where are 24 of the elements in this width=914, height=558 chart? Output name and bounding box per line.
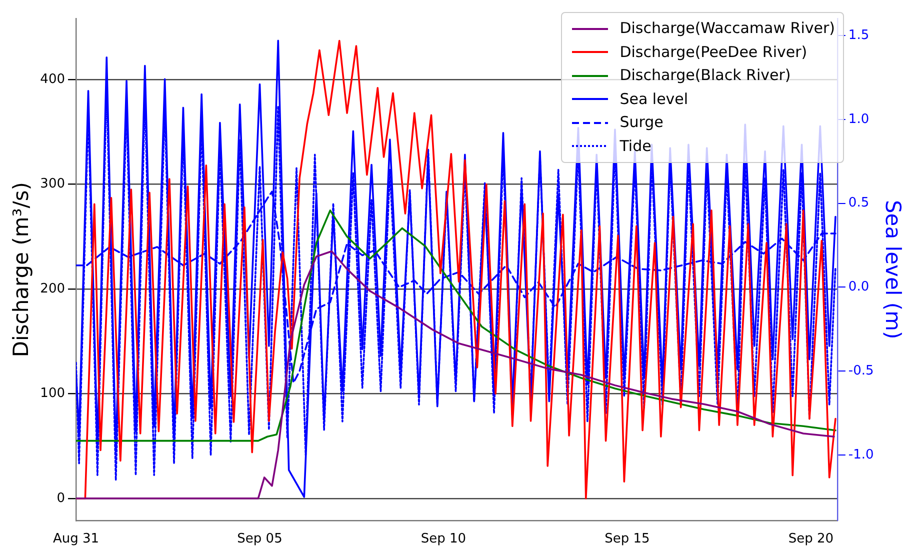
x-tick-label: Aug 31 <box>52 532 100 547</box>
y2-axis-title: Sea level (m) <box>880 200 905 340</box>
legend-label: Discharge(PeeDee River) <box>620 42 808 62</box>
legend-label: Discharge(Waccamaw River) <box>620 18 835 39</box>
legend-label: Sea level <box>620 88 688 110</box>
y-tick-label: 0 <box>56 490 66 506</box>
x-tick-label: Sep 05 <box>237 532 282 547</box>
legend-label: Discharge(Black River) <box>620 65 791 86</box>
y-axis-title: Discharge (m³/s) <box>9 182 34 358</box>
legend-label: Tide <box>620 136 652 156</box>
y2-tick-label: -0.5 <box>848 363 874 378</box>
y-tick-label: 300 <box>40 176 66 192</box>
y-tick-label: 200 <box>40 281 66 296</box>
y-tick-label: 100 <box>40 386 66 402</box>
y2-tick-label: 0.5 <box>848 196 870 211</box>
y2-tick-label: -1.0 <box>848 447 874 462</box>
legend-label: Surge <box>620 112 664 133</box>
y2-tick-label: 1.0 <box>848 112 870 127</box>
x-tick-label: Sep 15 <box>604 532 650 547</box>
y2-tick-label: 1.5 <box>848 28 870 43</box>
x-tick-label: Sep 10 <box>420 532 466 547</box>
x-tick-label: Sep 20 <box>788 532 834 547</box>
y-tick-label: 400 <box>40 72 66 87</box>
y2-tick-label: 0.0 <box>848 280 870 295</box>
